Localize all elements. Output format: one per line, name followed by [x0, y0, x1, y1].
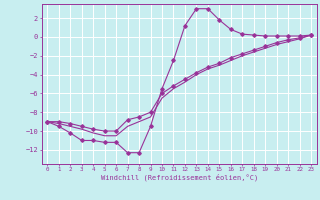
X-axis label: Windchill (Refroidissement éolien,°C): Windchill (Refroidissement éolien,°C) — [100, 174, 258, 181]
